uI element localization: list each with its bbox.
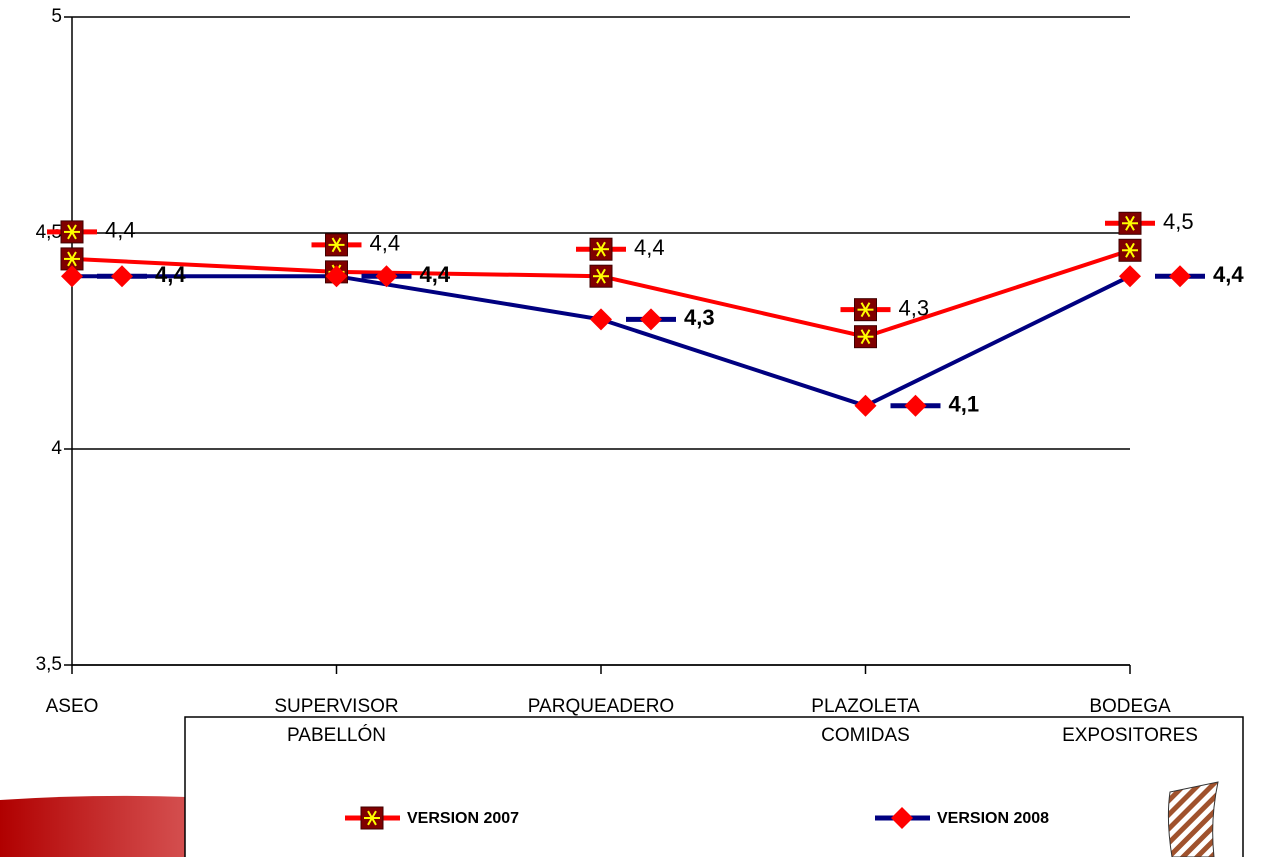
legend-label: VERSION 2008 — [937, 810, 1049, 827]
data-label: 4,4 — [1213, 262, 1244, 287]
legend-marker — [891, 807, 913, 829]
marker-diamond — [111, 265, 133, 288]
data-label: 4,1 — [949, 392, 980, 417]
data-point — [60, 247, 84, 271]
marker-star — [367, 810, 377, 826]
legend-label: VERSION 2007 — [407, 810, 519, 827]
marker-star — [860, 302, 871, 318]
data-label: 4,3 — [899, 295, 930, 320]
marker-diamond — [590, 308, 612, 331]
label-key-marker — [589, 237, 613, 261]
y-tick-label: 4 — [51, 438, 62, 459]
data-label: 4,5 — [1163, 209, 1194, 234]
decoration — [1167, 781, 1219, 857]
x-tick-label: ASEO — [45, 696, 99, 717]
marker-diamond — [375, 265, 398, 288]
marker-diamond — [891, 807, 913, 829]
y-tick-label: 3,5 — [36, 654, 62, 675]
x-tick-label: PARQUEADERO — [527, 696, 675, 717]
y-tick-label: 5 — [51, 6, 62, 27]
marker-diamond — [1169, 265, 1191, 288]
data-point — [325, 265, 348, 288]
x-tick-label: BODEGA EXPOSITORES — [1062, 696, 1198, 746]
label-key-marker — [640, 308, 662, 331]
data-label: 4,4 — [634, 235, 665, 260]
data-point — [854, 394, 877, 417]
data-label: 4,4 — [420, 262, 451, 287]
data-label: 4,3 — [684, 305, 715, 330]
marker-star — [596, 241, 606, 257]
marker-star — [1125, 242, 1135, 258]
legend-box — [184, 716, 1244, 857]
data-point — [854, 325, 877, 349]
marker-star — [860, 329, 871, 345]
label-key-marker — [904, 394, 927, 417]
marker-star — [67, 224, 77, 240]
marker-diamond — [325, 265, 348, 288]
label-key-marker — [325, 233, 348, 257]
marker-diamond — [61, 265, 83, 288]
marker-star — [1125, 215, 1135, 231]
data-point — [1118, 238, 1142, 262]
data-point — [61, 265, 83, 288]
data-label: 4,4 — [370, 231, 401, 256]
data-point — [589, 264, 613, 288]
label-key-marker — [1169, 265, 1191, 288]
marker-diamond — [640, 308, 662, 331]
data-label: 4,4 — [155, 262, 186, 287]
data-label: 4,4 — [105, 218, 136, 243]
x-tick-label: PLAZOLETA COMIDAS — [811, 696, 920, 746]
series-line — [72, 274, 1131, 408]
data-point — [1119, 265, 1141, 288]
label-key-marker — [1118, 211, 1142, 235]
label-key-marker — [854, 298, 877, 322]
marker-star — [596, 268, 606, 284]
label-key-marker — [111, 265, 133, 288]
marker-diamond — [854, 394, 877, 417]
data-point — [590, 308, 612, 331]
marker-star — [331, 237, 342, 253]
label-key-marker — [60, 220, 84, 244]
legend-marker — [360, 806, 384, 830]
marker-diamond — [904, 394, 927, 417]
x-tick-label: SUPERVISOR PABELLÓN — [274, 696, 399, 746]
marker-star — [67, 251, 77, 267]
marker-diamond — [1119, 265, 1141, 288]
label-key-marker — [375, 265, 398, 288]
